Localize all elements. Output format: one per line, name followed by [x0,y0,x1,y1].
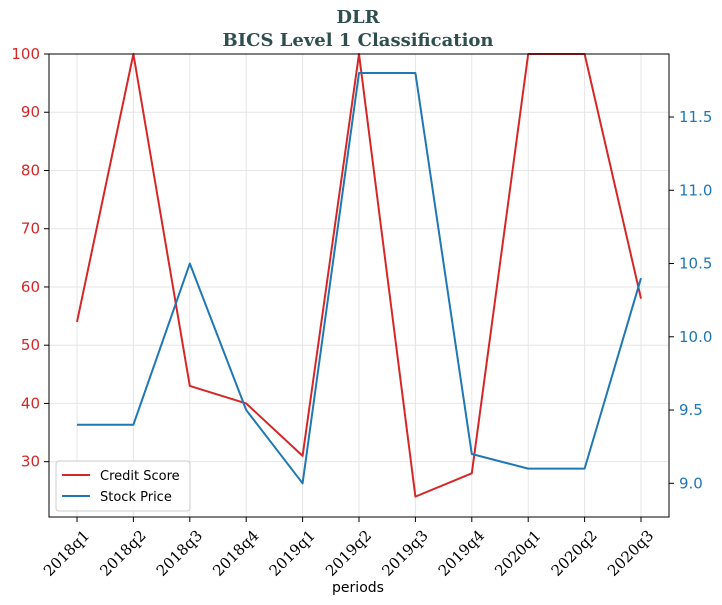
left-y-axis: 30 40 50 60 70 80 90 100 [11,45,49,471]
x-tick-label: 2018q2 [96,527,149,580]
x-tick-label: 2020q3 [604,527,657,580]
left-y-tick-label: 80 [21,161,40,179]
x-axis: 2018q1 2018q2 2018q3 2018q4 2019q1 2019q2 2019… [40,517,657,580]
x-tick-label: 2018q1 [40,527,93,580]
x-tick-label: 2020q1 [491,527,544,580]
right-y-tick-label: 11.0 [679,181,712,199]
x-tick-label: 2019q3 [378,527,431,580]
x-axis-label: periods [332,580,384,596]
x-tick-label: 2019q2 [322,527,375,580]
stock-price-line [77,72,642,485]
chart-subtitle: BICS Level 1 Classification [222,30,493,51]
x-tick-label: 2019q4 [435,527,488,580]
right-y-axis: 9.0 9.5 10.0 10.5 11.0 11.5 [669,108,712,492]
left-y-tick-label: 70 [21,220,40,238]
left-y-tick-label: 90 [21,103,40,121]
right-y-tick-label: 9.0 [679,474,703,492]
right-y-tick-label: 10.5 [679,255,712,273]
right-y-tick-label: 10.0 [679,328,712,346]
left-y-tick-label: 50 [21,336,40,354]
x-tick-label: 2019q1 [266,527,319,580]
left-y-tick-label: 30 [21,453,40,471]
x-tick-label: 2018q3 [153,527,206,580]
left-y-tick-label: 100 [11,45,40,63]
left-y-tick-label: 60 [21,278,40,296]
right-y-tick-label: 11.5 [679,108,712,126]
x-tick-label: 2020q2 [548,527,601,580]
left-y-tick-label: 40 [21,394,40,412]
grid [49,53,669,517]
legend-box [55,460,191,512]
legend: Credit Score Stock Price [55,460,191,512]
chart-title: DLR [336,7,380,28]
legend-credit-score-label: Credit Score [100,469,180,484]
legend-stock-price-label: Stock Price [100,490,172,505]
right-y-tick-label: 9.5 [679,401,703,419]
x-tick-label: 2018q4 [209,527,262,580]
